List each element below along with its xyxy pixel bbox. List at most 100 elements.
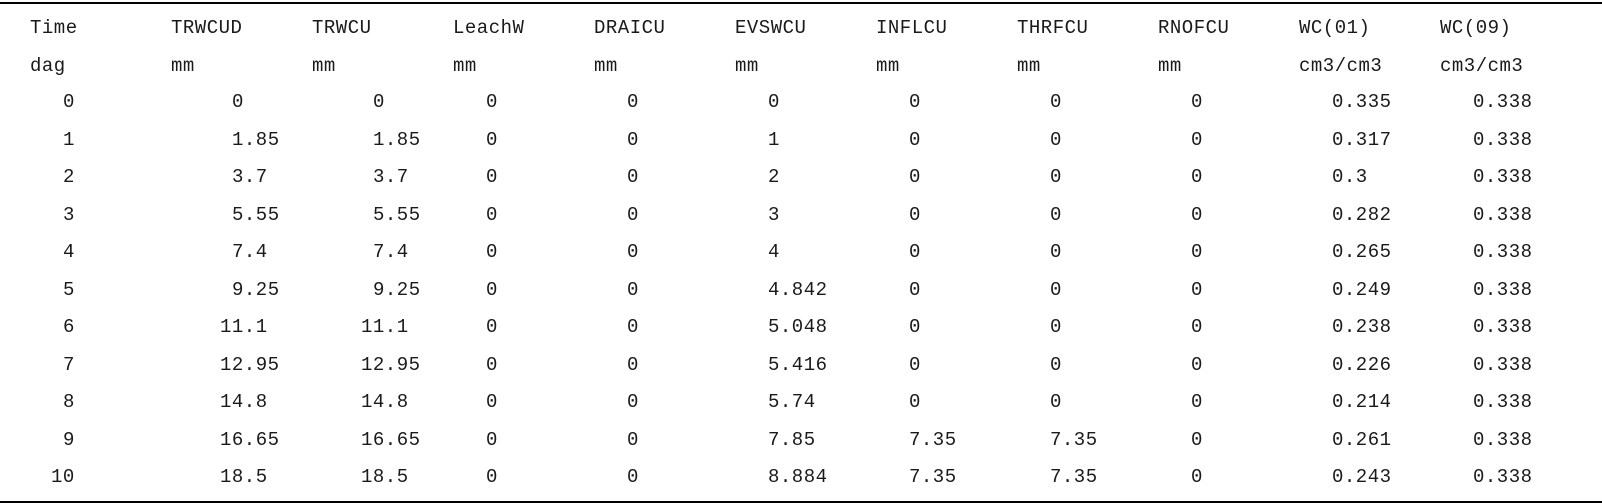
- column-unit: mm: [453, 55, 477, 77]
- table-cell: 0.282: [1332, 203, 1392, 226]
- column-unit: cm3/cm3: [1299, 55, 1383, 77]
- table-cell: 14.8: [220, 391, 268, 413]
- table-cell: 6: [63, 316, 75, 338]
- table-cell: 0.261: [1332, 428, 1392, 451]
- column-header: WC(09): [1440, 17, 1512, 39]
- table-cell: 0: [627, 166, 639, 188]
- table-cell: 4: [63, 241, 75, 263]
- table-cell: 0: [1050, 316, 1062, 338]
- table-cell: 0: [486, 241, 498, 263]
- table-cell: 11.1: [220, 316, 268, 338]
- column-header: WC(01): [1299, 17, 1371, 39]
- column-header: DRAICU: [594, 17, 666, 39]
- table-cell: 0: [627, 128, 639, 151]
- table-cell: 0.249: [1332, 278, 1392, 301]
- table-cell: 0: [1191, 391, 1203, 413]
- table-cell: 7.4: [232, 241, 268, 263]
- table-cell: 0: [1050, 91, 1062, 113]
- table-cell: 0: [768, 91, 780, 113]
- table-cell: 2: [63, 166, 75, 188]
- table-cell: 0.338: [1473, 428, 1533, 451]
- table-cell: 0: [486, 278, 498, 301]
- table-cell: 0.338: [1473, 128, 1533, 151]
- table-cell: 0: [486, 466, 498, 488]
- table-cell: 0.338: [1473, 241, 1533, 263]
- table-cell: 0: [1191, 203, 1203, 226]
- table-cell: 1: [63, 128, 75, 151]
- table-cell: 12.95: [361, 353, 421, 376]
- table-cell: 9: [63, 428, 75, 451]
- table-cell: 0: [627, 466, 639, 488]
- table-cell: 0: [627, 428, 639, 451]
- table-cell: 0: [1191, 91, 1203, 113]
- table-cell: 1: [768, 128, 780, 151]
- column-header: INFLCU: [876, 17, 948, 39]
- table-cell: 0: [1050, 278, 1062, 301]
- table-cell: 1.85: [373, 128, 421, 151]
- table-cell: 0: [909, 128, 921, 151]
- table-cell: 0: [909, 91, 921, 113]
- table-cell: 0: [486, 353, 498, 376]
- table-cell: 0: [1191, 353, 1203, 376]
- table-cell: 0: [909, 203, 921, 226]
- table-cell: 16.65: [361, 428, 421, 451]
- column-unit: cm3/cm3: [1440, 55, 1524, 77]
- table-cell: 0: [1050, 166, 1062, 188]
- table-cell: 3: [768, 203, 780, 226]
- table-cell: 5.416: [768, 353, 828, 376]
- table-cell: 0: [486, 391, 498, 413]
- table-cell: 0: [486, 316, 498, 338]
- table-cell: 0: [909, 278, 921, 301]
- table-cell: 0: [1191, 241, 1203, 263]
- table-cell: 4.842: [768, 278, 828, 301]
- column-header: TRWCU: [312, 17, 372, 39]
- table-cell: 0: [373, 91, 385, 113]
- table-cell: 3.7: [232, 166, 268, 188]
- table-cell: 0: [909, 391, 921, 413]
- column-unit: dag: [30, 55, 66, 77]
- column-unit: mm: [594, 55, 618, 77]
- table-cell: 9.25: [373, 278, 421, 301]
- column-header: TRWCUD: [171, 17, 243, 39]
- column-unit: mm: [1017, 55, 1041, 77]
- table-cell: 0.338: [1473, 353, 1533, 376]
- table-cell: 0.243: [1332, 466, 1392, 488]
- column-unit: mm: [171, 55, 195, 77]
- table-cell: 0: [486, 128, 498, 151]
- table-cell: 0: [627, 278, 639, 301]
- table-cell: 0: [1050, 241, 1062, 263]
- table-cell: 0: [909, 166, 921, 188]
- table-cell: 7.85: [768, 428, 816, 451]
- table-cell: 5.55: [232, 203, 280, 226]
- table-cell: 0.338: [1473, 391, 1533, 413]
- table-cell: 0: [627, 353, 639, 376]
- table-cell: 0: [1191, 428, 1203, 451]
- table-cell: 0: [486, 166, 498, 188]
- table-cell: 7.35: [909, 428, 957, 451]
- table-cell: 0: [627, 316, 639, 338]
- table-cell: 8.884: [768, 466, 828, 488]
- column-unit: mm: [735, 55, 759, 77]
- table-cell: 0: [627, 391, 639, 413]
- table-cell: 3.7: [373, 166, 409, 188]
- column-header: EVSWCU: [735, 17, 807, 39]
- table-cell: 7.35: [909, 466, 957, 488]
- table-cell: 0: [627, 91, 639, 113]
- table-cell: 8: [63, 391, 75, 413]
- table-cell: 0.265: [1332, 241, 1392, 263]
- table-cell: 0: [1191, 316, 1203, 338]
- table-cell: 0.338: [1473, 316, 1533, 338]
- table-cell: 3: [63, 203, 75, 226]
- table-cell: 5.74: [768, 391, 816, 413]
- table-cell: 0.338: [1473, 166, 1533, 188]
- table-cell: 0: [486, 91, 498, 113]
- table-cell: 0: [1191, 166, 1203, 188]
- table-cell: 7: [63, 353, 75, 376]
- table-cell: 0.317: [1332, 128, 1392, 151]
- table-cell: 9.25: [232, 278, 280, 301]
- table-cell: 18.5: [361, 466, 409, 488]
- column-unit: mm: [312, 55, 336, 77]
- table-cell: 5.55: [373, 203, 421, 226]
- table-cell: 0: [1191, 466, 1203, 488]
- table-cell: 0: [63, 91, 75, 113]
